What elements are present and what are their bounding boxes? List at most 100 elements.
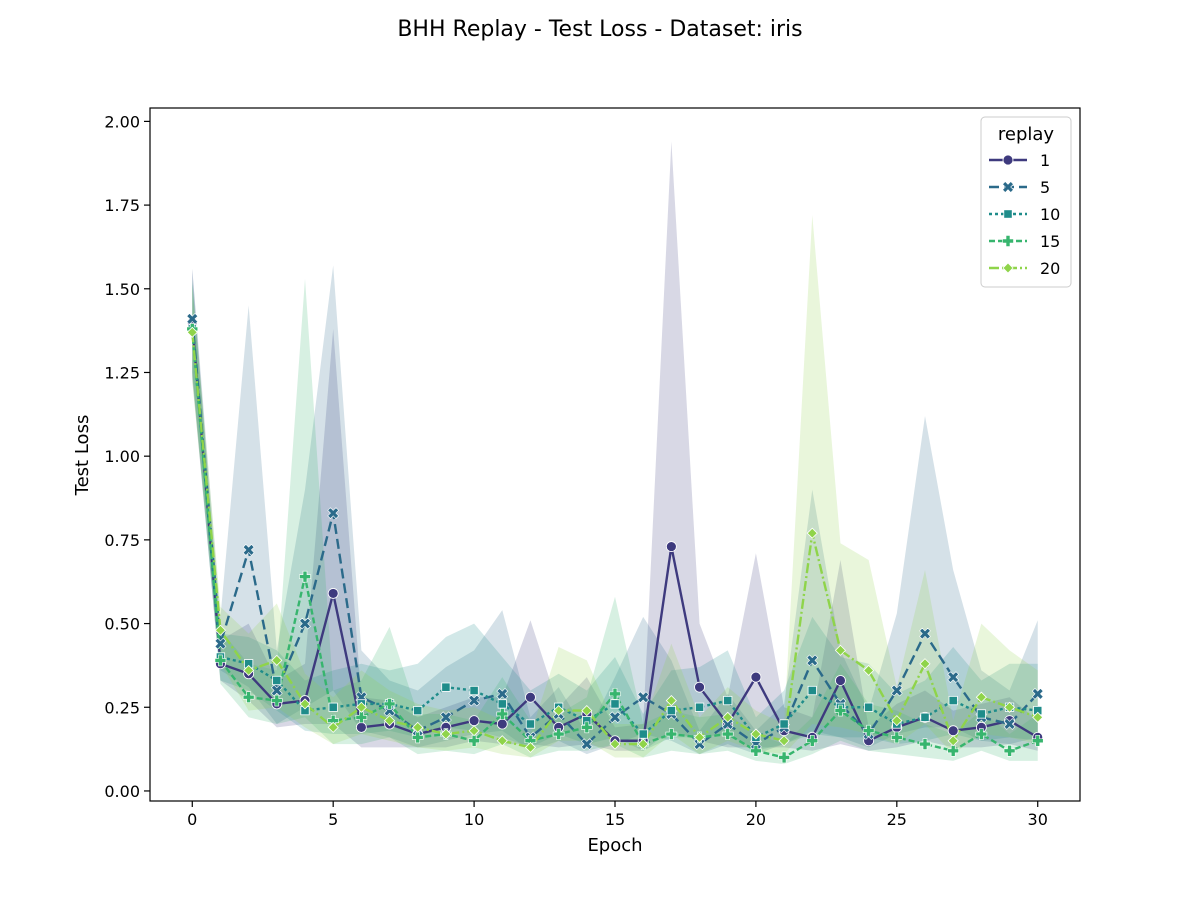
point-series-5 (440, 711, 452, 724)
y-tick-label: 1.00 (104, 447, 140, 466)
point-series-20 (524, 741, 537, 754)
point-series-20 (355, 701, 367, 713)
series-markers (186, 313, 1044, 764)
point-series-1 (355, 721, 367, 733)
point-series-5 (919, 627, 931, 640)
point-series-10 (525, 719, 536, 729)
point-series-1 (327, 588, 339, 599)
x-tick-label: 20 (746, 810, 766, 829)
point-series-20 (947, 735, 959, 747)
point-series-10 (666, 706, 676, 716)
point-series-20 (778, 735, 790, 747)
point-series-15 (721, 728, 734, 740)
point-series-20 (975, 691, 987, 703)
legend-label-1: 1 (1040, 151, 1050, 170)
point-series-20 (609, 738, 621, 750)
point-series-10 (272, 675, 282, 686)
point-series-1 (750, 671, 762, 683)
point-series-5 (214, 637, 227, 650)
legend-marker-1 (1002, 154, 1014, 166)
point-series-20 (468, 725, 480, 737)
point-series-15 (750, 744, 762, 757)
point-series-5 (637, 691, 650, 704)
point-series-15 (355, 711, 368, 724)
point-series-15 (411, 731, 424, 744)
chart-title: BHH Replay - Test Loss - Dataset: iris (397, 17, 802, 42)
y-tick-label: 1.50 (104, 280, 140, 299)
point-series-20 (412, 721, 424, 733)
point-series-20 (693, 731, 706, 743)
point-series-15 (947, 744, 959, 757)
point-series-20 (440, 728, 452, 740)
point-series-5 (609, 711, 621, 724)
point-series-15 (834, 704, 847, 717)
point-series-15 (468, 734, 480, 747)
point-series-20 (327, 721, 339, 733)
ci-band-series-20 (192, 215, 1038, 758)
point-series-20 (1032, 711, 1044, 723)
point-series-20 (665, 694, 677, 707)
x-tick-label: 0 (187, 810, 197, 829)
point-series-15 (862, 724, 875, 737)
point-series-15 (778, 751, 790, 764)
legend-label-10: 10 (1040, 205, 1060, 224)
point-series-20 (863, 664, 875, 677)
point-series-15 (891, 731, 903, 744)
point-series-10 (920, 712, 930, 722)
point-series-1 (496, 718, 508, 730)
point-series-20 (919, 658, 931, 670)
point-series-20 (496, 735, 508, 747)
point-series-5 (580, 738, 593, 750)
point-series-15 (552, 728, 565, 740)
y-axis-label: Test Loss (72, 415, 93, 497)
point-series-5 (327, 507, 340, 519)
point-series-15 (1031, 734, 1044, 747)
x-tick-label: 25 (887, 810, 907, 829)
point-series-1 (694, 681, 705, 693)
point-series-20 (581, 705, 593, 717)
x-tick-label: 30 (1028, 810, 1048, 829)
point-series-20 (637, 738, 649, 750)
point-series-15 (496, 708, 509, 720)
legend-label-20: 20 (1040, 259, 1060, 278)
point-series-10 (694, 702, 705, 712)
point-series-20 (1003, 701, 1016, 713)
point-series-20 (750, 728, 762, 740)
ci-band-series-15 (192, 278, 1038, 765)
point-series-10 (779, 719, 789, 729)
point-series-10 (441, 682, 451, 692)
point-series-15 (665, 728, 678, 740)
point-series-15 (299, 570, 311, 583)
point-series-20 (214, 624, 227, 636)
point-series-1 (835, 675, 846, 686)
legend-label-15: 15 (1040, 232, 1060, 251)
x-tick-label: 5 (328, 810, 338, 829)
y-tick-label: 1.25 (104, 363, 140, 382)
point-series-20 (891, 715, 903, 727)
point-series-20 (271, 654, 283, 666)
point-series-15 (214, 654, 227, 667)
point-series-10 (328, 702, 338, 712)
legend-marker-5 (1002, 181, 1014, 193)
point-series-20 (243, 664, 255, 677)
point-series-20 (834, 644, 847, 656)
legend-marker-10 (1003, 209, 1013, 219)
y-tick-label: 1.75 (104, 196, 140, 215)
point-series-15 (806, 734, 819, 747)
x-axis-label: Epoch (587, 835, 642, 856)
point-series-10 (864, 702, 874, 712)
point-series-20 (553, 705, 565, 717)
y-tick-label: 0.25 (104, 698, 140, 717)
point-series-10 (638, 729, 648, 739)
y-tick-label: 0.00 (104, 782, 140, 801)
point-series-10 (948, 695, 958, 706)
point-series-20 (186, 326, 198, 338)
point-series-10 (469, 685, 479, 696)
x-tick-label: 10 (464, 810, 484, 829)
point-series-20 (806, 527, 818, 539)
confidence-bands (192, 141, 1038, 765)
legend-label-5: 5 (1040, 178, 1050, 197)
x-tick-label: 15 (605, 810, 625, 829)
